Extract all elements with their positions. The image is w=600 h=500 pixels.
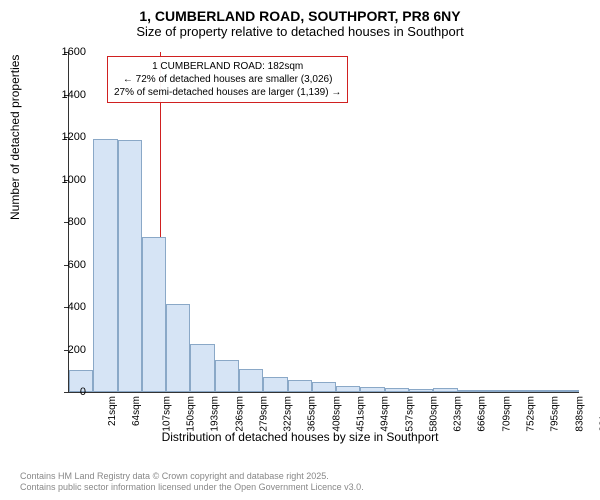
- y-tick-label: 0: [46, 386, 86, 398]
- histogram-bar: [360, 387, 384, 392]
- histogram-bar: [118, 140, 142, 392]
- x-tick-label: 21sqm: [107, 396, 118, 426]
- histogram-bar: [239, 369, 263, 392]
- x-tick-label: 150sqm: [186, 396, 197, 432]
- y-axis-label: Number of detached properties: [8, 55, 22, 220]
- x-tick-label: 408sqm: [331, 396, 342, 432]
- annotation-line1: 1 CUMBERLAND ROAD: 182sqm: [114, 60, 341, 73]
- x-axis-label: Distribution of detached houses by size …: [0, 430, 600, 444]
- footer-line1: Contains HM Land Registry data © Crown c…: [20, 471, 364, 483]
- annotation-line3: 27% of semi-detached houses are larger (…: [114, 86, 341, 99]
- histogram-bar: [530, 390, 554, 392]
- y-tick-label: 1400: [46, 89, 86, 101]
- histogram-bar: [336, 386, 360, 392]
- histogram-bar: [458, 390, 482, 392]
- x-tick-label: 451sqm: [356, 396, 367, 432]
- x-tick-label: 709sqm: [501, 396, 512, 432]
- y-tick-label: 400: [46, 301, 86, 313]
- x-tick-label: 537sqm: [404, 396, 415, 432]
- x-tick-label: 838sqm: [574, 396, 585, 432]
- histogram-bar: [263, 377, 287, 392]
- histogram-bar: [312, 382, 336, 392]
- chart-title: 1, CUMBERLAND ROAD, SOUTHPORT, PR8 6NY: [0, 0, 600, 24]
- x-tick-label: 795sqm: [550, 396, 561, 432]
- x-tick-label: 666sqm: [477, 396, 488, 432]
- histogram-bar: [93, 139, 117, 392]
- histogram-bar: [555, 390, 579, 392]
- histogram-bar: [166, 304, 190, 392]
- y-tick-label: 1600: [46, 46, 86, 58]
- histogram-bar: [482, 390, 506, 392]
- y-tick-label: 1000: [46, 174, 86, 186]
- histogram-bar: [190, 344, 214, 392]
- annotation-line2: ← 72% of detached houses are smaller (3,…: [114, 73, 341, 86]
- histogram-bar: [215, 360, 239, 392]
- x-tick-label: 494sqm: [380, 396, 391, 432]
- histogram-bar: [433, 388, 457, 392]
- x-tick-label: 193sqm: [210, 396, 221, 432]
- histogram-bar: [506, 390, 530, 392]
- x-tick-label: 236sqm: [234, 396, 245, 432]
- chart-subtitle: Size of property relative to detached ho…: [0, 24, 600, 43]
- x-tick-label: 64sqm: [131, 396, 142, 426]
- chart-container: 1, CUMBERLAND ROAD, SOUTHPORT, PR8 6NY S…: [0, 0, 600, 500]
- footer-attribution: Contains HM Land Registry data © Crown c…: [20, 471, 364, 494]
- x-tick-label: 623sqm: [453, 396, 464, 432]
- x-tick-label: 322sqm: [283, 396, 294, 432]
- chart-plot-area: 1 CUMBERLAND ROAD: 182sqm ← 72% of detac…: [68, 52, 579, 393]
- x-tick-label: 279sqm: [258, 396, 269, 432]
- x-tick-label: 107sqm: [161, 396, 172, 432]
- y-tick-label: 1200: [46, 131, 86, 143]
- x-tick-label: 365sqm: [307, 396, 318, 432]
- footer-line2: Contains public sector information licen…: [20, 482, 364, 494]
- y-tick-label: 800: [46, 216, 86, 228]
- x-tick-label: 752sqm: [526, 396, 537, 432]
- y-tick-label: 600: [46, 259, 86, 271]
- annotation-box: 1 CUMBERLAND ROAD: 182sqm ← 72% of detac…: [107, 56, 348, 103]
- x-tick-label: 580sqm: [428, 396, 439, 432]
- histogram-bar: [409, 389, 433, 392]
- histogram-bar: [142, 237, 166, 392]
- histogram-bar: [288, 380, 312, 392]
- y-tick-label: 200: [46, 344, 86, 356]
- histogram-bar: [385, 388, 409, 392]
